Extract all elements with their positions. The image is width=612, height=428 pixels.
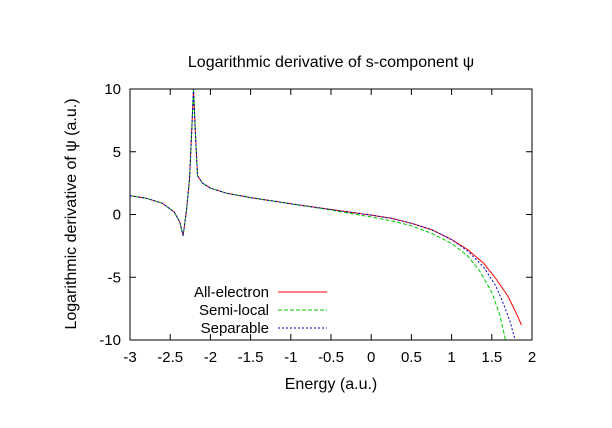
series-line-1	[130, 89, 522, 326]
legend-label: Separable	[201, 320, 269, 337]
chart-title: Logarithmic derivative of s-component ψ	[188, 54, 474, 71]
x-tick-label: 1.5	[481, 349, 502, 366]
x-tick-label: -1	[284, 349, 297, 366]
x-tick-label: -0.5	[318, 349, 344, 366]
legend-label: Semi-local	[199, 302, 269, 319]
y-tick-label: -10	[99, 332, 121, 349]
x-tick-label: -3	[123, 349, 136, 366]
y-axis-label: Logarithmic derivative of ψ (a.u.)	[63, 98, 80, 329]
y-tick-label: -5	[108, 269, 121, 286]
x-tick-label: -1.5	[238, 349, 264, 366]
data-series	[130, 89, 522, 340]
x-tick-label: 2	[528, 349, 536, 366]
y-tick-label: 10	[104, 81, 121, 98]
x-tick-label: -2	[204, 349, 217, 366]
series-line-2	[130, 89, 506, 340]
y-tick-label: 0	[113, 207, 121, 224]
x-tick-label: -2.5	[157, 349, 183, 366]
axis-ticks	[129, 88, 533, 341]
x-axis-label: Energy (a.u.)	[285, 376, 377, 393]
x-tick-label: 1	[447, 349, 455, 366]
plot-frame	[129, 88, 533, 341]
series-line-3	[130, 89, 516, 340]
x-tick-label: 0.5	[401, 349, 422, 366]
legend-label: All-electron	[194, 284, 269, 301]
x-tick-label: 0	[367, 349, 375, 366]
axis-tick-labels: -3 -2.5 -2 -1.5 -1 -0.5 0 0.5 1 1.5 2 10 5 0 -5 -10	[99, 81, 536, 366]
y-tick-label: 5	[113, 144, 121, 161]
